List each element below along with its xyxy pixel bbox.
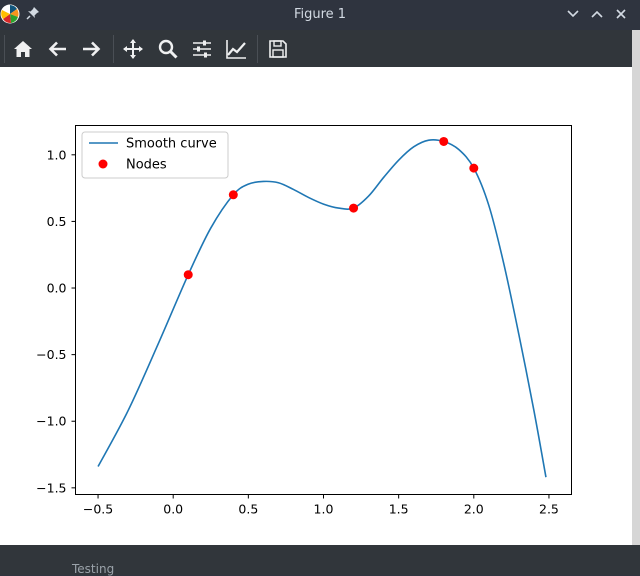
zoom-button[interactable] [155, 36, 181, 62]
floppy-disk-icon [269, 40, 287, 58]
arrow-right-icon [83, 41, 101, 57]
node-point [469, 163, 479, 173]
y-tick-label: −1.5 [36, 480, 66, 495]
x-axis: −0.5 0.0 0.5 1.0 1.5 2.0 2.5 [83, 494, 559, 517]
subplots-button[interactable] [189, 36, 215, 62]
figure-canvas[interactable]: −0.5 0.0 0.5 1.0 1.5 2.0 2.5 −1.5 −1.0 −0.5 0.0 0.… [0, 67, 632, 545]
y-tick-label: 0.0 [47, 281, 67, 296]
y-tick-label: −1.0 [36, 414, 66, 429]
x-tick-label: 0.0 [163, 502, 183, 517]
node-point [183, 270, 193, 280]
forward-button[interactable] [78, 36, 104, 62]
y-tick-label: 0.5 [47, 214, 67, 229]
axes-frame [75, 125, 572, 495]
x-tick-label: 2.0 [464, 502, 484, 517]
background-window-edge [632, 30, 640, 545]
pin-icon[interactable] [26, 6, 40, 20]
legend-label-smooth-curve: Smooth curve [126, 137, 217, 152]
node-point [349, 203, 359, 213]
legend: Smooth curve Nodes [81, 131, 229, 179]
toolbar-separator [257, 35, 258, 63]
legend-label-nodes: Nodes [126, 158, 167, 173]
x-tick-label: 2.5 [539, 502, 559, 517]
status-bar [0, 545, 640, 575]
sliders-icon [193, 40, 211, 58]
edit-axes-button[interactable] [223, 36, 249, 62]
node-point [228, 190, 238, 200]
move-icon [123, 39, 143, 59]
back-button[interactable] [45, 36, 71, 62]
background-window-text: Testing [72, 562, 115, 576]
title-bar: Figure 1 [0, 0, 640, 30]
toolbar [0, 30, 640, 67]
y-tick-label: 1.0 [47, 147, 67, 162]
x-tick-label: 1.5 [389, 502, 409, 517]
line-chart-icon [226, 40, 246, 59]
x-tick-label: −0.5 [83, 502, 113, 517]
toolbar-separator [113, 35, 114, 63]
y-tick-label: −0.5 [36, 347, 66, 362]
pan-button[interactable] [120, 36, 146, 62]
toolbar-separator [4, 35, 5, 63]
node-point [439, 136, 449, 146]
home-button[interactable] [10, 36, 36, 62]
minimize-icon[interactable] [565, 6, 581, 22]
home-icon [14, 41, 32, 57]
arrow-left-icon [48, 41, 66, 57]
close-icon[interactable] [613, 6, 629, 22]
line-chart[interactable]: −0.5 0.0 0.5 1.0 1.5 2.0 2.5 −1.5 −1.0 −0.5 0.0 0.… [0, 67, 632, 545]
x-tick-label: 0.5 [238, 502, 258, 517]
x-tick-label: 1.0 [314, 502, 334, 517]
matplotlib-logo-icon [0, 4, 20, 24]
magnifier-icon [158, 39, 178, 59]
nodes-series [183, 136, 479, 280]
maximize-icon[interactable] [589, 6, 605, 22]
window-title: Figure 1 [293, 7, 347, 22]
legend-dot-swatch [98, 159, 108, 169]
legend-box [81, 131, 229, 179]
y-axis: −1.5 −1.0 −0.5 0.0 0.5 1.0 [36, 147, 76, 495]
save-button[interactable] [265, 36, 291, 62]
